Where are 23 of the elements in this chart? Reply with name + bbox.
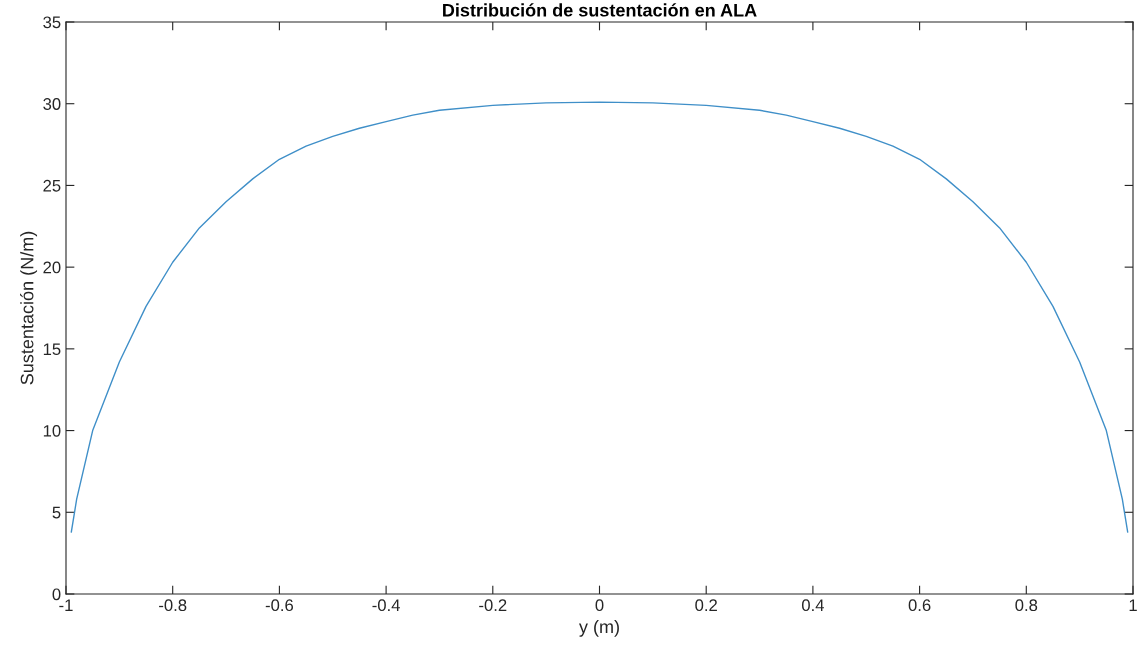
y-tick-label: 35	[43, 16, 61, 29]
y-tick-label: 25	[43, 179, 61, 192]
x-tick-label: -0.4	[372, 599, 400, 612]
x-tick-label: -0.2	[479, 599, 507, 612]
x-tick-label: 0.8	[1015, 599, 1038, 612]
x-tick-label: -1	[59, 599, 73, 611]
x-tick-label: 0	[595, 599, 604, 612]
y-tick-label: 0	[52, 588, 61, 601]
y-tick-label: 10	[43, 424, 61, 437]
x-tick-label: 0.4	[801, 599, 824, 612]
chart-title: Distribución de sustentación en ALA	[443, 3, 757, 17]
x-tick-label: 0.6	[908, 599, 931, 612]
y-tick-label: 30	[43, 98, 61, 110]
y-tick-label: 20	[43, 261, 61, 274]
line-series	[70, 101, 1129, 533]
y-tick-label: 15	[43, 343, 61, 356]
y-axis-title: Sustentación (N/m)	[20, 231, 38, 385]
x-tick-label: 0.2	[695, 599, 717, 612]
x-tick-label: -0.8	[159, 599, 187, 612]
x-tick-label: -0.6	[265, 599, 294, 612]
x-tick-label: 1	[1129, 599, 1137, 611]
y-tick-label: 5	[52, 506, 61, 519]
x-axis-title: y (m)	[578, 619, 619, 637]
